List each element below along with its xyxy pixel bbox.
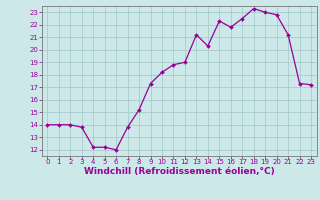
- X-axis label: Windchill (Refroidissement éolien,°C): Windchill (Refroidissement éolien,°C): [84, 167, 275, 176]
